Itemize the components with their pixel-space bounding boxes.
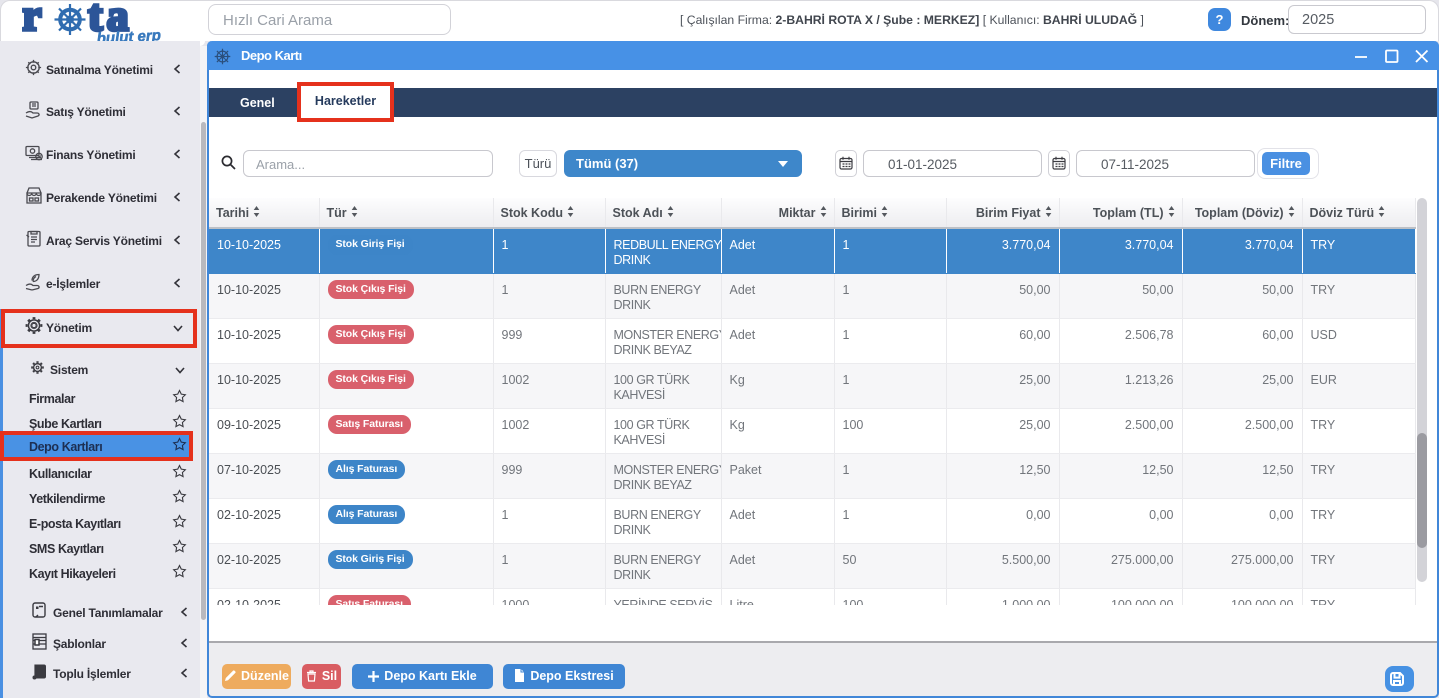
svg-text:r: r [22, 2, 42, 40]
svg-text:ta: ta [88, 2, 133, 40]
